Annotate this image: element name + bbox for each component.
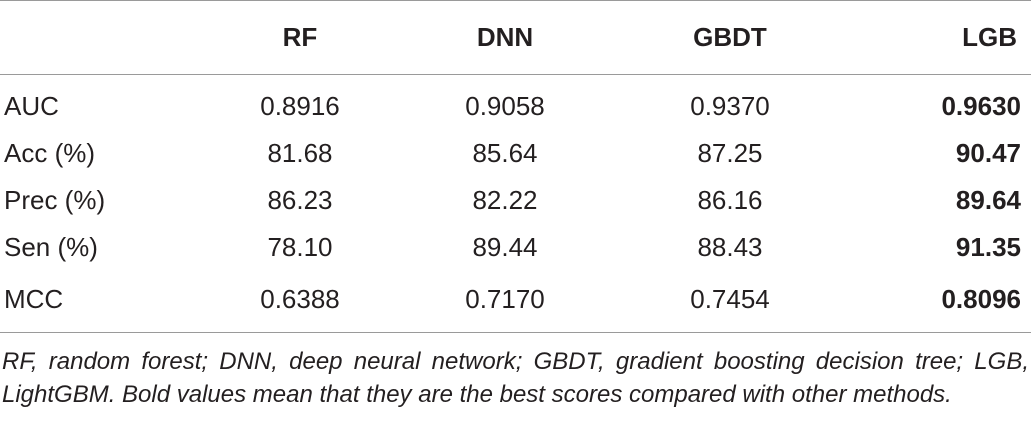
row-label-sen: Sen (%) (4, 232, 98, 262)
header-rf: RF (200, 0, 400, 75)
cell-sen-lgb: 91.35 (955, 232, 1021, 262)
table-row: AUC 0.8916 0.9058 0.9370 0.9630 (0, 75, 1031, 131)
table-row: MCC 0.6388 0.7170 0.7454 0.8096 (0, 271, 1031, 333)
cell-acc-gbdt: 87.25 (697, 138, 763, 168)
cell-auc-rf: 0.8916 (260, 91, 340, 121)
cell-sen-rf: 78.10 (267, 232, 333, 262)
header-row: RF DNN GBDT LGB (0, 0, 1031, 75)
table-row: Prec (%) 86.23 82.22 86.16 89.64 (0, 177, 1031, 224)
row-label-acc: Acc (%) (4, 138, 95, 168)
header-lgb: LGB (850, 0, 1031, 75)
cell-acc-rf: 81.68 (267, 138, 333, 168)
row-label-auc: AUC (4, 91, 59, 121)
cell-prec-dnn: 82.22 (472, 185, 538, 215)
table-row: Sen (%) 78.10 89.44 88.43 91.35 (0, 224, 1031, 271)
cell-mcc-lgb: 0.8096 (850, 271, 1031, 333)
row-label-mcc: MCC (0, 271, 200, 333)
cell-auc-dnn: 0.9058 (465, 91, 545, 121)
table-row: Acc (%) 81.68 85.64 87.25 90.47 (0, 130, 1031, 177)
cell-auc-gbdt: 0.9370 (690, 91, 770, 121)
cell-acc-lgb: 90.47 (955, 138, 1021, 168)
header-gbdt: GBDT (610, 0, 850, 75)
cell-mcc-dnn: 0.7170 (400, 271, 610, 333)
row-label-prec: Prec (%) (4, 185, 106, 215)
cell-prec-rf: 86.23 (267, 185, 333, 215)
cell-mcc-rf: 0.6388 (200, 271, 400, 333)
cell-prec-gbdt: 86.16 (697, 185, 763, 215)
cell-sen-dnn: 89.44 (472, 232, 538, 262)
cell-acc-dnn: 85.64 (472, 138, 538, 168)
cell-auc-lgb: 0.9630 (941, 91, 1021, 121)
results-table: RF DNN GBDT LGB AUC 0.8916 0.9058 0.9370… (0, 0, 1031, 333)
cell-sen-gbdt: 88.43 (697, 232, 763, 262)
cell-mcc-gbdt: 0.7454 (610, 271, 850, 333)
results-table-container: RF DNN GBDT LGB AUC 0.8916 0.9058 0.9370… (0, 0, 1031, 408)
header-metric (0, 0, 200, 75)
header-dnn: DNN (400, 0, 610, 75)
table-footnote: RF, random forest; DNN, deep neural netw… (2, 348, 1029, 408)
cell-prec-lgb: 89.64 (955, 185, 1021, 215)
